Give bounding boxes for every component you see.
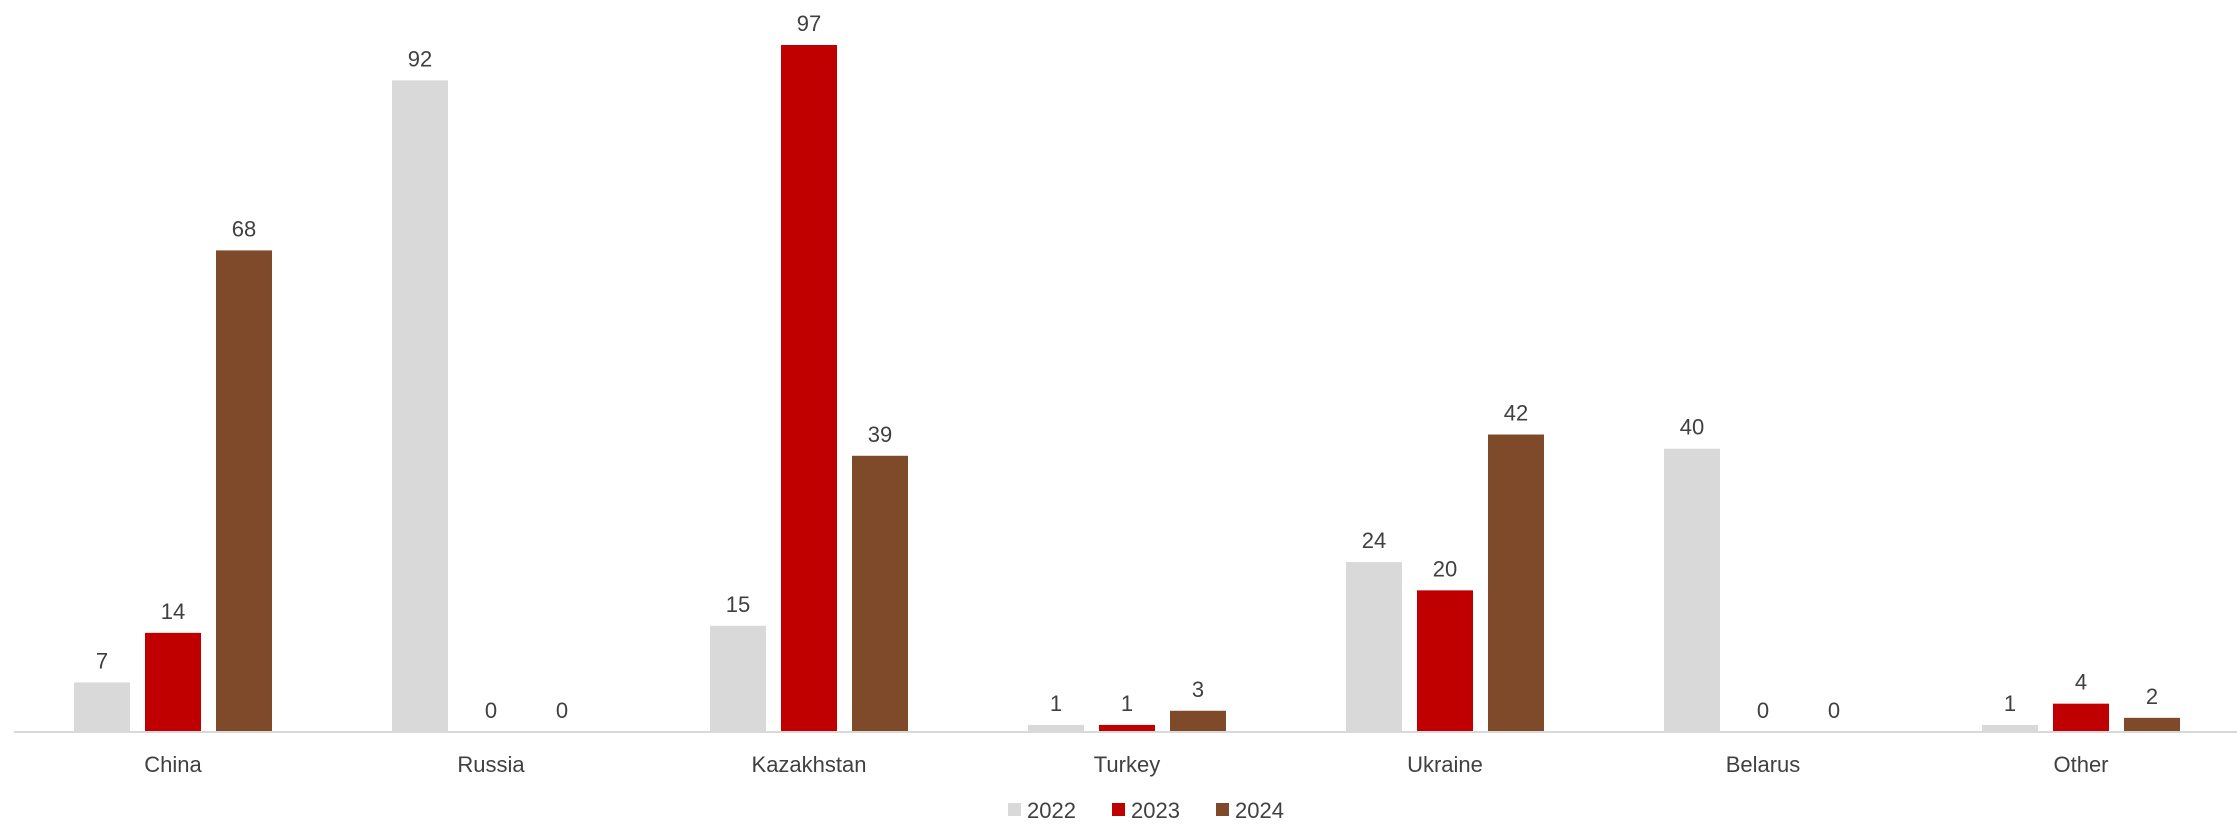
data-label-other-2022: 1 (2004, 691, 2016, 716)
legend-swatch-2024 (1216, 803, 1229, 816)
bar-other-2023 (2053, 703, 2109, 732)
data-label-china-2022: 7 (96, 648, 108, 673)
category-label-kazakhstan: Kazakhstan (752, 752, 867, 777)
bar-ukraine-2022 (1346, 562, 1402, 732)
bar-kazakhstan-2023 (781, 45, 837, 732)
category-label-russia: Russia (457, 752, 525, 777)
bar-russia-2022 (392, 80, 448, 733)
legend-label-2024: 2024 (1235, 798, 1284, 823)
bar-other-2022 (1982, 724, 2038, 732)
legend-swatch-2022 (1008, 803, 1021, 816)
data-label-kazakhstan-2023: 97 (797, 11, 821, 36)
data-label-turkey-2024: 3 (1192, 677, 1204, 702)
bar-turkey-2022 (1028, 724, 1084, 732)
data-label-turkey-2023: 1 (1121, 691, 1133, 716)
category-label-ukraine: Ukraine (1407, 752, 1483, 777)
category-label-china: China (144, 752, 202, 777)
bar-ukraine-2024 (1488, 434, 1544, 732)
data-label-kazakhstan-2022: 15 (726, 592, 750, 617)
bar-kazakhstan-2022 (710, 625, 766, 732)
data-label-kazakhstan-2024: 39 (868, 422, 892, 447)
category-label-other: Other (2053, 752, 2108, 777)
bar-turkey-2023 (1099, 724, 1155, 732)
legend: 2022 2023 2024 (1008, 798, 1284, 823)
data-label-ukraine-2022: 24 (1362, 528, 1386, 553)
bar-belarus-2022 (1664, 448, 1720, 732)
data-label-russia-2022: 92 (408, 46, 432, 71)
legend-label-2023: 2023 (1131, 798, 1180, 823)
bar-ukraine-2023 (1417, 590, 1473, 732)
category-label-belarus: Belarus (1726, 752, 1801, 777)
category-label-turkey: Turkey (1094, 752, 1160, 777)
data-label-ukraine-2023: 20 (1433, 556, 1457, 581)
data-label-russia-2023: 0 (485, 698, 497, 723)
legend-swatch-2023 (1112, 803, 1125, 816)
bars-layer (74, 45, 2180, 733)
data-label-belarus-2022: 40 (1680, 415, 1704, 440)
data-label-other-2024: 2 (2146, 684, 2158, 709)
data-label-ukraine-2024: 42 (1504, 401, 1528, 426)
bar-china-2022 (74, 682, 130, 732)
bar-china-2024 (216, 250, 272, 732)
data-label-turkey-2022: 1 (1050, 691, 1062, 716)
bar-turkey-2024 (1170, 710, 1226, 732)
data-label-china-2024: 68 (232, 216, 256, 241)
data-label-russia-2024: 0 (556, 698, 568, 723)
data-label-belarus-2024: 0 (1828, 698, 1840, 723)
category-labels-layer: China Russia Kazakhstan Turkey Ukraine Belaru… (144, 752, 2108, 777)
legend-label-2022: 2022 (1027, 798, 1076, 823)
data-label-china-2023: 14 (161, 599, 185, 624)
bar-kazakhstan-2024 (852, 455, 908, 732)
bar-china-2023 (145, 632, 201, 732)
bar-other-2024 (2124, 717, 2180, 732)
data-label-other-2023: 4 (2075, 670, 2087, 695)
data-label-belarus-2023: 0 (1757, 698, 1769, 723)
